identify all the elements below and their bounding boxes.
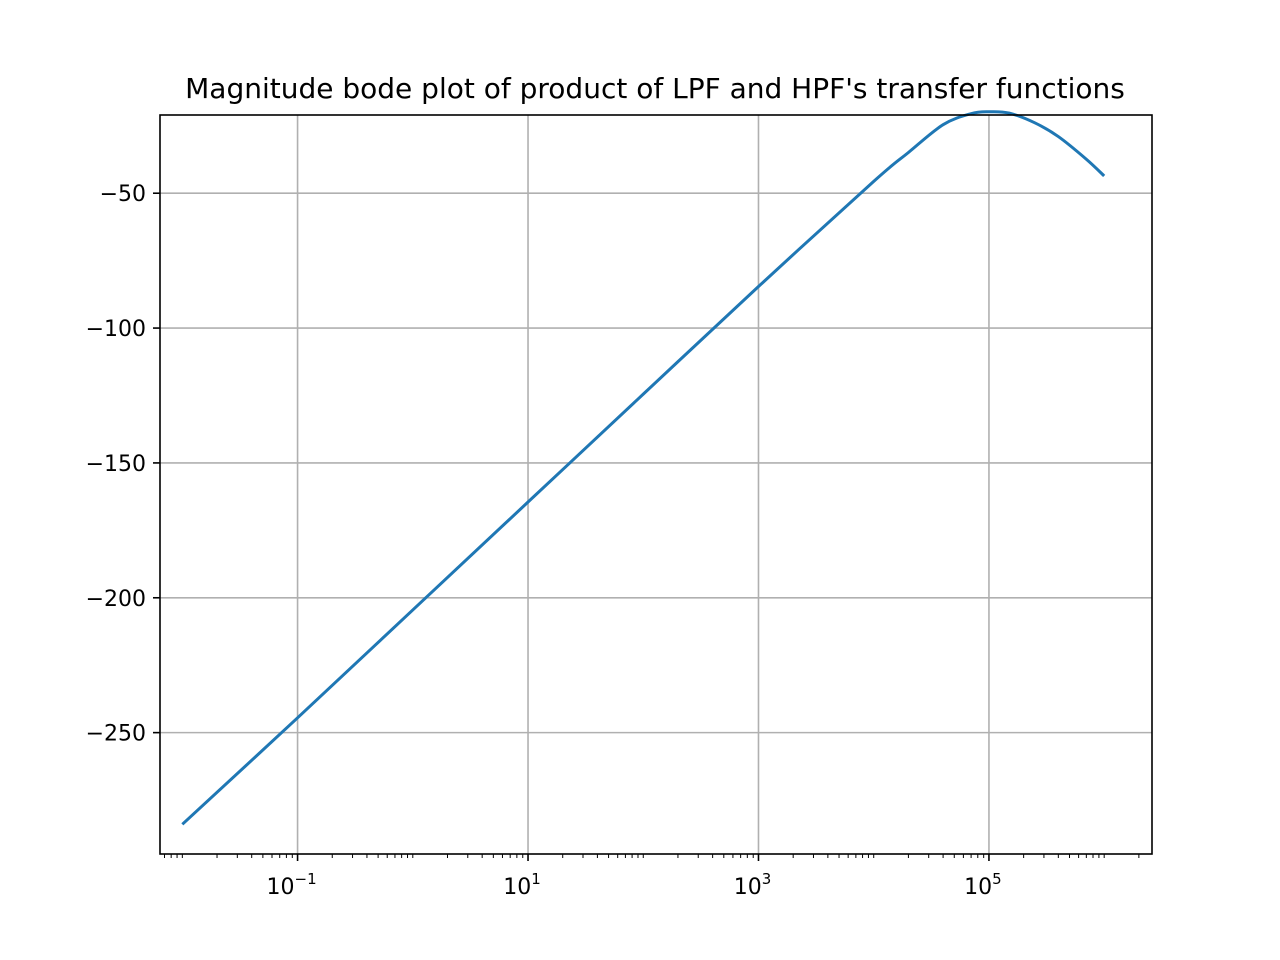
x-tick-label: 101 [503,870,541,900]
y-tick-label: −250 [86,722,146,747]
x-axis: 10−1 101 103 105 [163,854,1140,900]
y-axis: −50 −100 −150 −200 −250 [86,182,160,747]
series-line [181,110,1106,826]
y-tick-label: −50 [100,182,146,207]
chart-title: Magnitude bode plot of product of LPF an… [185,72,1125,105]
x-tick-label-base: 10 [267,875,295,900]
y-tick-label: −200 [86,587,146,612]
x-tick-label-exponent: −1 [295,870,317,888]
grid [160,115,1152,854]
x-tick-label: 105 [964,870,1002,900]
x-tick-label-exponent: 5 [992,870,1002,888]
y-tick-label: −100 [86,317,146,342]
y-tick-label: −150 [86,452,146,477]
x-tick-label: 103 [734,870,772,900]
x-tick-label: 10−1 [267,870,317,900]
x-tick-label-base: 10 [734,875,762,900]
x-tick-label-base: 10 [964,875,992,900]
axes-frame [159,114,1153,855]
series-layer [181,110,1106,826]
x-tick-label-exponent: 3 [762,870,772,888]
x-tick-label-exponent: 1 [531,870,541,888]
x-tick-label-base: 10 [503,875,531,900]
